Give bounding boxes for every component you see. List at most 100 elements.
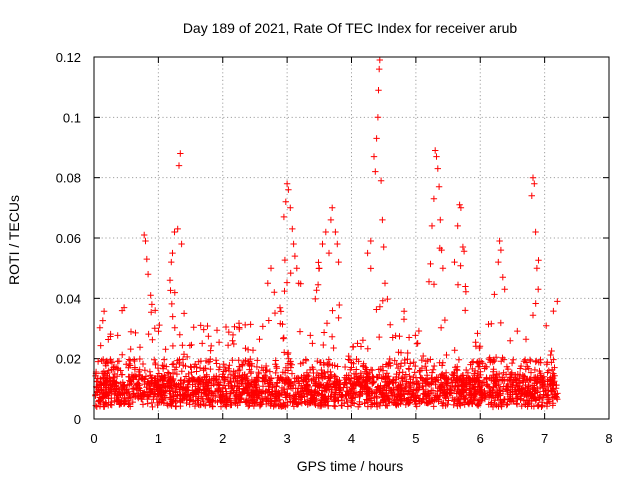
- data-point: [383, 361, 390, 368]
- data-point: [324, 381, 331, 388]
- data-point: [229, 357, 236, 364]
- data-point: [196, 364, 204, 372]
- data-point: [453, 377, 461, 385]
- data-point: [326, 386, 333, 393]
- data-point: [331, 403, 339, 410]
- data-point: [221, 377, 228, 385]
- data-point: [234, 367, 242, 374]
- data-point: [105, 367, 112, 374]
- data-point: [197, 322, 204, 329]
- data-point: [319, 394, 327, 401]
- data-point: [203, 373, 210, 380]
- data-point: [528, 391, 535, 399]
- data-point: [492, 389, 499, 396]
- data-point: [508, 359, 516, 367]
- data-point: [276, 304, 284, 311]
- data-point: [314, 357, 321, 365]
- data-point: [319, 375, 326, 382]
- data-point: [354, 340, 361, 347]
- data-point: [254, 357, 261, 364]
- data-point: [487, 359, 494, 366]
- data-point: [491, 400, 499, 408]
- data-point: [535, 286, 542, 293]
- data-point: [169, 249, 176, 257]
- data-point: [428, 369, 436, 376]
- data-point: [516, 371, 524, 379]
- data-point: [256, 401, 263, 408]
- data-point: [369, 379, 377, 386]
- data-point: [308, 390, 316, 397]
- data-point: [425, 278, 433, 285]
- data-point: [348, 386, 355, 393]
- data-point: [182, 385, 190, 392]
- data-point: [347, 380, 354, 387]
- data-point: [278, 387, 286, 394]
- data-point: [127, 328, 135, 335]
- data-point: [481, 387, 488, 395]
- data-point: [312, 382, 319, 389]
- data-point: [510, 356, 517, 363]
- data-point: [532, 228, 539, 236]
- data-point: [174, 391, 181, 398]
- data-point: [476, 396, 484, 403]
- data-point: [537, 374, 544, 381]
- data-point: [422, 376, 429, 384]
- data-point: [377, 398, 384, 406]
- data-point: [283, 385, 291, 393]
- data-point: [411, 397, 418, 404]
- data-point: [445, 397, 452, 404]
- data-point: [412, 362, 419, 370]
- data-point: [157, 391, 164, 398]
- data-point: [139, 401, 147, 408]
- data-point: [524, 363, 531, 370]
- data-point: [151, 381, 158, 389]
- data-point: [468, 394, 475, 401]
- data-point: [93, 388, 100, 395]
- data-point: [285, 186, 292, 193]
- data-point: [119, 371, 126, 378]
- data-point: [332, 228, 339, 236]
- data-point: [412, 332, 419, 339]
- data-point: [376, 333, 383, 341]
- data-point: [224, 342, 232, 349]
- data-point: [458, 379, 466, 386]
- data-point: [551, 364, 558, 371]
- data-point: [460, 248, 468, 255]
- data-point: [130, 376, 137, 383]
- data-point: [499, 399, 507, 406]
- data-point: [384, 295, 391, 303]
- data-point: [312, 295, 319, 303]
- data-point: [331, 391, 338, 398]
- data-point: [345, 391, 352, 398]
- data-point: [499, 274, 506, 281]
- data-point: [457, 395, 464, 403]
- data-point: [337, 379, 344, 387]
- data-point: [334, 363, 341, 370]
- data-point: [320, 394, 328, 402]
- data-point: [149, 336, 156, 343]
- data-point: [285, 376, 292, 383]
- data-point: [450, 401, 457, 409]
- data-point: [180, 310, 188, 317]
- data-point: [290, 240, 297, 248]
- data-point: [490, 366, 497, 373]
- data-point: [462, 386, 469, 393]
- data-point: [200, 365, 208, 372]
- data-point: [107, 330, 114, 338]
- data-point: [171, 228, 178, 236]
- data-point: [343, 388, 350, 395]
- data-point: [347, 366, 354, 373]
- data-point: [431, 362, 438, 370]
- data-point: [531, 180, 538, 187]
- data-point: [182, 362, 189, 370]
- data-point: [369, 390, 376, 397]
- data-point: [323, 320, 331, 327]
- data-point: [113, 373, 121, 380]
- data-point: [481, 393, 488, 401]
- data-point: [269, 384, 276, 391]
- x-tick-label: 8: [605, 431, 612, 446]
- data-point: [311, 400, 318, 407]
- y-tick-label: 0: [74, 412, 81, 427]
- y-tick-label: 0.04: [56, 291, 81, 306]
- y-tick-label: 0.02: [56, 352, 81, 367]
